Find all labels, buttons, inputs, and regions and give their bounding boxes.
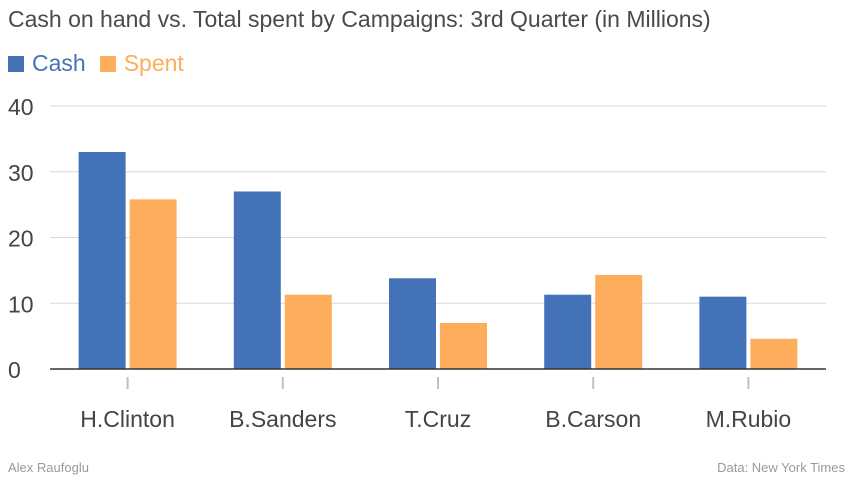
legend-item-spent: Spent [99, 50, 184, 77]
y-tick-label: 20 [8, 226, 34, 252]
bar-cash-tcruz [389, 278, 436, 369]
source-credit: Data: New York Times [717, 460, 845, 475]
bar-spent-bsanders [284, 294, 332, 369]
chart-title: Cash on hand vs. Total spent by Campaign… [8, 6, 711, 32]
bar-cash-mrubio [699, 296, 747, 369]
bar-cash-bsanders [233, 191, 281, 369]
x-tick-label: B.Carson [545, 406, 641, 432]
bar-spent-mrubio [750, 338, 798, 369]
y-tick-label: 10 [8, 291, 34, 317]
bar-cash-bcarson [544, 294, 592, 369]
x-tick-label: T.Cruz [405, 406, 471, 432]
x-tick-label: M.Rubio [706, 406, 792, 432]
y-tick-label: 30 [8, 160, 34, 186]
bar-spent-bcarson [595, 274, 643, 369]
legend-label-spent: Spent [123, 50, 184, 76]
chart-legend: Cash Spent [8, 50, 184, 77]
bar-spent-tcruz [440, 322, 487, 369]
author-credit: Alex Raufoglu [8, 460, 89, 475]
legend-swatch-spent [99, 55, 116, 72]
x-tick-label: H.Clinton [80, 406, 175, 432]
legend-swatch-cash [8, 55, 24, 72]
x-tick-label: B.Sanders [229, 406, 336, 432]
bar-cash-hclinton [78, 152, 126, 369]
bar-spent-hclinton [129, 199, 177, 369]
y-tick-label: 0 [8, 357, 21, 383]
y-tick-label: 40 [8, 94, 34, 120]
legend-item-cash: Cash [8, 50, 86, 77]
legend-label-cash: Cash [32, 50, 86, 76]
